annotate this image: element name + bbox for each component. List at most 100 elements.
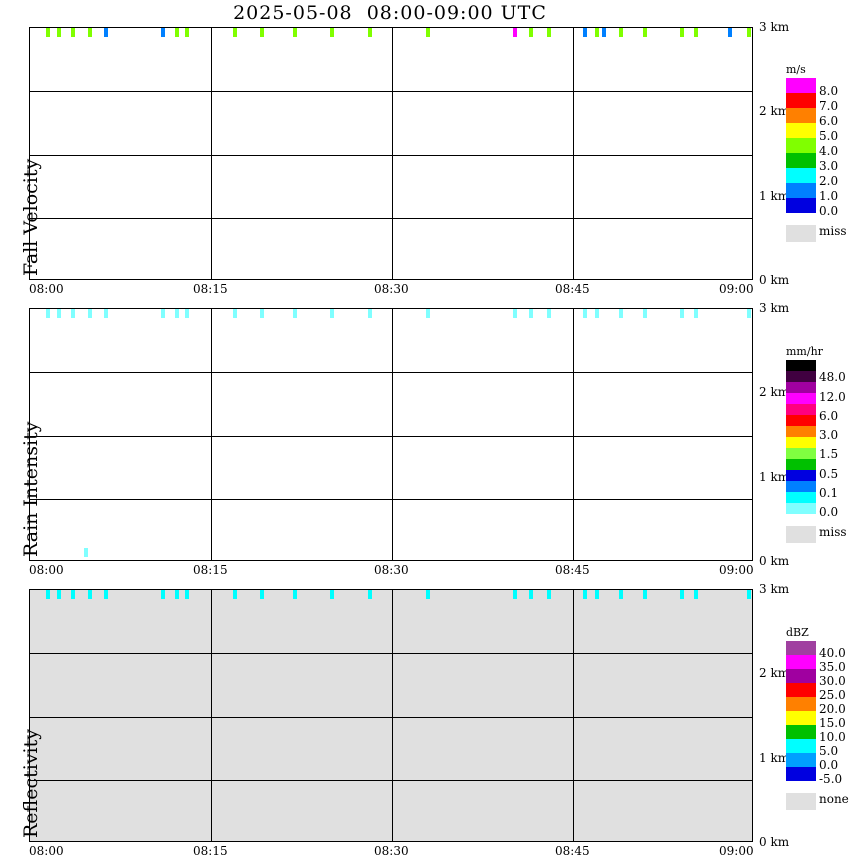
data-mark: [426, 309, 431, 318]
data-mark: [595, 590, 600, 599]
x-tick-label: 08:15: [193, 282, 228, 296]
y-tick-label: 2 km: [759, 385, 790, 399]
gridline-horizontal: [30, 653, 752, 654]
data-mark: [184, 28, 189, 37]
colorbar-tick-label: 0.5: [819, 466, 839, 481]
colorbar-band: [786, 78, 816, 93]
colorbar-band: [786, 426, 816, 437]
colorbar-band: [786, 641, 816, 655]
colorbar-band: [786, 459, 816, 470]
gridline-vertical: [573, 590, 574, 841]
colorbar-band: [786, 93, 816, 108]
colorbar-tick-label: 35.0: [819, 660, 846, 674]
panel-caption-2: Rain Intensity: [20, 421, 42, 557]
colorbar-tick-label: 2.0: [819, 174, 839, 188]
data-mark: [513, 590, 518, 599]
colorbar-2: [786, 360, 816, 514]
x-tick-label: 08:30: [374, 563, 409, 577]
data-mark: [694, 309, 699, 318]
gridline-horizontal: [30, 218, 752, 219]
data-mark: [426, 28, 431, 37]
data-mark: [602, 28, 607, 37]
data-mark: [56, 590, 61, 599]
colorbar-missing-label: miss: [819, 525, 847, 539]
colorbar-tick-label: 5.0: [819, 129, 839, 143]
data-mark: [233, 590, 238, 599]
colorbar-tick-label: 1.5: [819, 447, 839, 462]
colorbar-tick-label: 4.0: [819, 144, 839, 158]
x-tick-label: 08:00: [29, 563, 64, 577]
data-mark: [546, 28, 551, 37]
data-mark: [694, 28, 699, 37]
data-mark: [546, 309, 551, 318]
data-mark: [595, 28, 600, 37]
colorbar-band: [786, 683, 816, 697]
colorbar-3: [786, 641, 816, 781]
data-mark: [528, 590, 533, 599]
y-tick-label: 3 km: [759, 20, 790, 34]
colorbar-tick-label: 0.0: [819, 505, 839, 519]
data-mark: [329, 28, 334, 37]
gridline-horizontal: [30, 372, 752, 373]
gridline-horizontal: [30, 717, 752, 718]
colorbar-tick-label: 3.0: [819, 428, 839, 442]
y-tick-label: 1 km: [759, 751, 790, 765]
y-tick-label: 0 km: [759, 273, 790, 287]
plot-area-2: [30, 309, 752, 560]
colorbar-missing-swatch: [786, 793, 816, 810]
data-mark: [583, 309, 588, 318]
plot-panel-3: [29, 589, 753, 842]
colorbar-tick-label: 30.0: [819, 674, 846, 688]
colorbar-band: [786, 503, 816, 514]
plot-area-3: [30, 590, 752, 841]
colorbar-1: [786, 78, 816, 213]
colorbar-tick-label: 1.0: [819, 189, 839, 203]
gridline-vertical: [392, 28, 393, 279]
x-tick-label: 08:00: [29, 844, 64, 858]
data-mark: [679, 309, 684, 318]
colorbar-band: [786, 371, 816, 382]
colorbar-band: [786, 404, 816, 415]
data-mark: [619, 28, 624, 37]
data-mark: [259, 590, 264, 599]
colorbar-band: [786, 198, 816, 213]
data-mark: [747, 28, 752, 37]
colorbar-tick-label: 10.0: [819, 730, 846, 744]
data-mark: [679, 590, 684, 599]
data-mark: [160, 28, 165, 37]
data-mark: [619, 309, 624, 318]
colorbar-band: [786, 481, 816, 492]
gridline-vertical: [573, 28, 574, 279]
data-mark: [71, 309, 76, 318]
colorbar-tick-label: 6.0: [819, 114, 839, 128]
colorbar-unit-1: m/s: [786, 63, 806, 76]
gridline-horizontal: [30, 155, 752, 156]
x-tick-label: 08:15: [193, 844, 228, 858]
x-tick-label: 08:30: [374, 282, 409, 296]
panel-caption-1: Fall Velocity: [20, 158, 42, 276]
data-mark: [233, 28, 238, 37]
colorbar-band: [786, 753, 816, 767]
gridline-vertical: [573, 309, 574, 560]
data-mark: [104, 590, 109, 599]
colorbar-tick-label: 0.0: [819, 204, 839, 218]
data-mark: [513, 28, 518, 37]
x-tick-label: 08:45: [555, 563, 590, 577]
data-mark: [727, 28, 732, 37]
colorbar-band: [786, 153, 816, 168]
colorbar-missing-swatch: [786, 526, 816, 543]
x-tick-label: 08:30: [374, 844, 409, 858]
colorbar-band: [786, 767, 816, 781]
y-tick-label: 2 km: [759, 666, 790, 680]
x-tick-label: 09:00: [719, 563, 754, 577]
colorbar-tick-label: 48.0: [819, 370, 846, 385]
data-mark: [56, 309, 61, 318]
colorbar-tick-label: 40.0: [819, 646, 846, 660]
data-mark: [694, 590, 699, 599]
data-mark: [71, 590, 76, 599]
colorbar-band: [786, 739, 816, 753]
data-mark: [679, 28, 684, 37]
data-mark: [583, 590, 588, 599]
y-tick-label: 0 km: [759, 835, 790, 849]
x-tick-label: 08:45: [555, 282, 590, 296]
